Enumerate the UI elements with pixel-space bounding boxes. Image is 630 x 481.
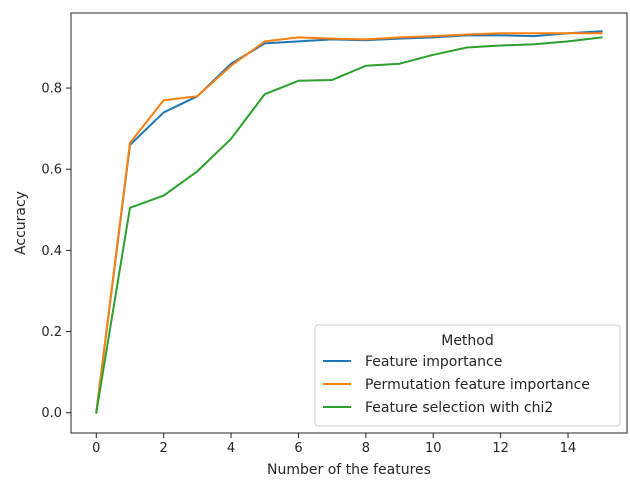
y-tick-label: 0.2: [41, 325, 62, 340]
series-line-2: [95, 32, 603, 414]
x-axis-ticks: 0 2 4 6 8 10 12 14: [92, 433, 576, 456]
legend-label-2: Permutation feature importance: [365, 377, 590, 393]
legend: Method Feature importance Permutation fea…: [314, 324, 621, 427]
y-axis-ticks: 0.0 0.2 0.4 0.6 0.8: [41, 82, 71, 421]
x-tick-label: 10: [425, 441, 442, 456]
legend-items: Feature importance Permutation feature im…: [323, 354, 590, 416]
legend-title: Method: [441, 333, 494, 349]
x-tick-label: 4: [227, 441, 235, 456]
series-line-3: [95, 36, 603, 414]
y-tick-label: 0.4: [41, 244, 62, 259]
x-axis-label: Number of the features: [267, 462, 431, 478]
x-tick-label: 8: [362, 441, 370, 456]
x-tick-label: 12: [492, 441, 509, 456]
legend-label-3: Feature selection with chi2: [365, 400, 553, 416]
x-tick-label: 14: [560, 441, 577, 456]
x-tick-label: 2: [160, 441, 168, 456]
series-layer: [95, 30, 603, 414]
y-tick-label: 0.6: [41, 163, 62, 178]
x-tick-label: 6: [294, 441, 302, 456]
legend-box: [314, 324, 621, 427]
y-tick-label: 0.8: [41, 82, 62, 97]
y-axis-label: Accuracy: [13, 191, 29, 255]
x-tick-label: 0: [92, 441, 100, 456]
plot-frame: [70, 12, 628, 434]
legend-label-1: Feature importance: [365, 354, 502, 370]
y-tick-label: 0.0: [41, 406, 62, 421]
